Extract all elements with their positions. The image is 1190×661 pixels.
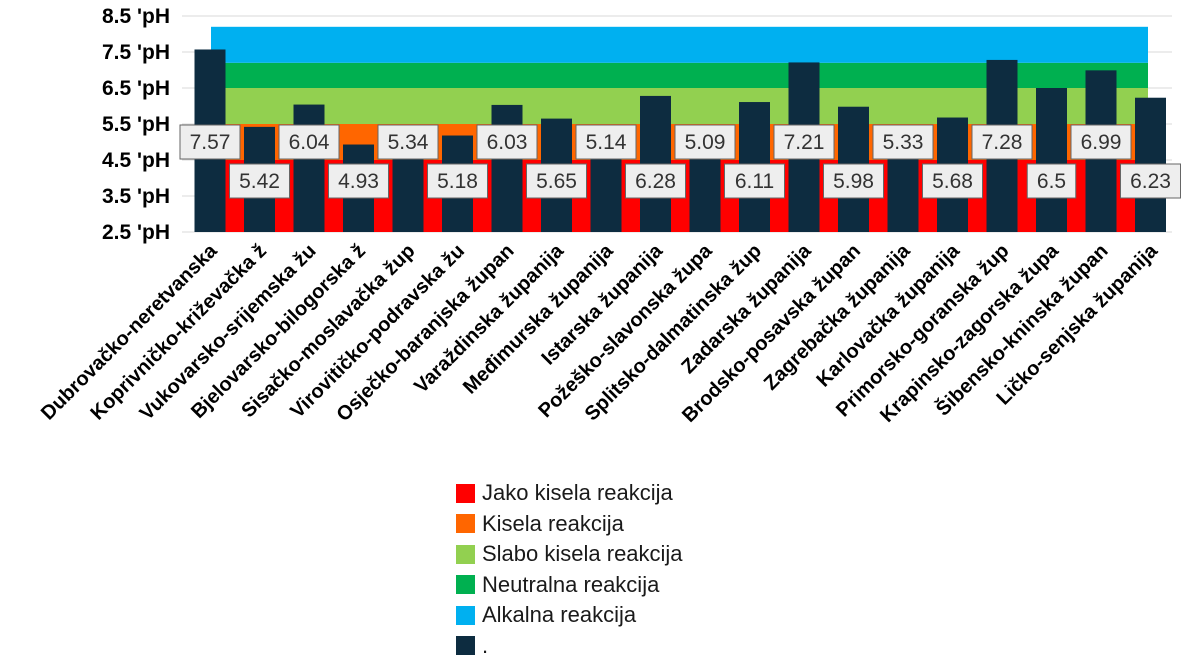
y-tick-label-6: 8.5 'pH — [102, 5, 170, 28]
data-label-0: 7.57 — [190, 131, 231, 154]
data-label-2: 6.04 — [289, 131, 330, 154]
data-label-14: 5.33 — [883, 131, 924, 154]
legend-item-slabo-kisela: Slabo kisela reakcija — [456, 539, 683, 570]
data-label-6: 6.03 — [487, 131, 528, 154]
data-label-5: 5.18 — [437, 170, 478, 193]
legend-label: Jako kisela reakcija — [482, 480, 673, 506]
legend-label: Alkalna reakcija — [482, 602, 636, 628]
data-label-10: 5.09 — [685, 131, 726, 154]
legend-item-kisela: Kisela reakcija — [456, 509, 683, 540]
y-tick-label-3: 5.5 'pH — [102, 113, 170, 136]
legend-swatch — [456, 636, 475, 655]
legend-label: Kisela reakcija — [482, 511, 624, 537]
legend: Jako kisela reakcija Kisela reakcija Sla… — [456, 478, 683, 661]
legend-label: Neutralna reakcija — [482, 572, 659, 598]
band-4 — [211, 27, 1148, 63]
legend-item-neutralna: Neutralna reakcija — [456, 570, 683, 601]
y-tick-label-2: 4.5 'pH — [102, 149, 170, 172]
data-label-7: 5.65 — [536, 170, 577, 193]
data-label-4: 5.34 — [388, 131, 429, 154]
data-label-15: 5.68 — [932, 170, 973, 193]
y-tick-label-0: 2.5 'pH — [102, 221, 170, 244]
legend-label: Slabo kisela reakcija — [482, 541, 683, 567]
bar-6 — [492, 105, 523, 232]
data-label-3: 4.93 — [338, 170, 379, 193]
y-tick-label-1: 3.5 'pH — [102, 185, 170, 208]
legend-swatch — [456, 484, 475, 503]
y-tick-label-4: 6.5 'pH — [102, 77, 170, 100]
legend-swatch — [456, 575, 475, 594]
data-label-8: 5.14 — [586, 131, 627, 154]
data-label-18: 6.99 — [1081, 131, 1122, 154]
data-label-12: 7.21 — [784, 131, 825, 154]
bar-2 — [294, 105, 325, 232]
ph-bar-chart: 2.5 'pH 3.5 'pH 4.5 'pH 5.5 'pH 6.5 'pH 7.5 '… — [0, 0, 1190, 480]
legend-swatch — [456, 514, 475, 533]
legend-swatch — [456, 545, 475, 564]
bar-17 — [1036, 88, 1067, 232]
data-label-19: 6.23 — [1130, 170, 1171, 193]
data-label-9: 6.28 — [635, 170, 676, 193]
legend-item-alkalna: Alkalna reakcija — [456, 600, 683, 631]
data-label-13: 5.98 — [833, 170, 874, 193]
data-label-16: 7.28 — [982, 131, 1023, 154]
legend-label: . — [482, 633, 488, 659]
data-label-17: 6.5 — [1037, 170, 1066, 193]
y-axis-ticks: 2.5 'pH 3.5 'pH 4.5 'pH 5.5 'pH 6.5 'pH 7.5 '… — [102, 5, 170, 244]
legend-swatch — [456, 606, 475, 625]
x-axis-ticks: Dubrovačko-neretvanskaKoprivničko-križev… — [37, 239, 1163, 427]
y-tick-label-5: 7.5 'pH — [102, 41, 170, 64]
legend-item-jako-kisela: Jako kisela reakcija — [456, 478, 683, 509]
data-label-11: 6.11 — [735, 170, 774, 193]
data-label-1: 5.42 — [239, 170, 280, 193]
legend-item-ph-series: . — [456, 631, 683, 661]
